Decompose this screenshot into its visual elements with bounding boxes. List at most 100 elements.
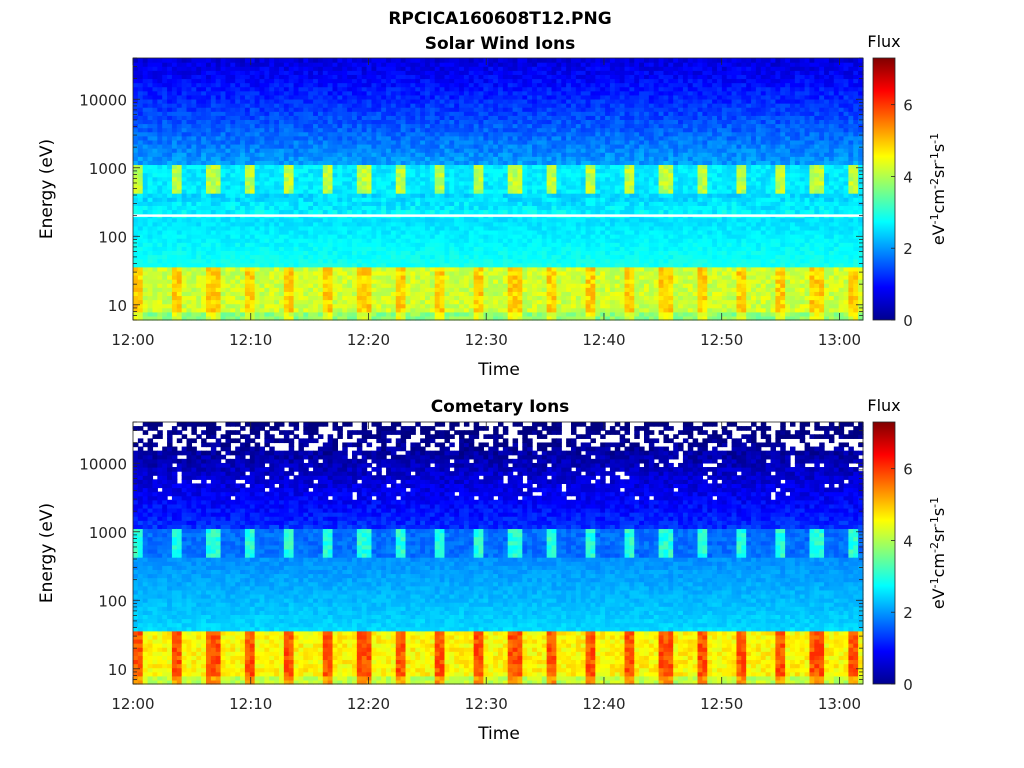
heatmap-cell (415, 115, 420, 120)
heatmap-cell (308, 99, 313, 104)
heatmap-cell (211, 263, 216, 268)
heatmap-cell (357, 177, 362, 182)
heatmap-cell (488, 238, 493, 243)
heatmap-cell (406, 177, 411, 182)
heatmap-cell (196, 226, 201, 231)
heatmap-cell (371, 70, 376, 75)
heatmap-cell (269, 99, 274, 104)
heatmap-cell (318, 250, 323, 255)
heatmap-cell (221, 230, 226, 235)
heatmap-cell (469, 193, 474, 198)
heatmap-cell (347, 304, 352, 309)
heatmap-cell (376, 164, 381, 169)
heatmap-cell (294, 218, 299, 223)
heatmap-cell (240, 250, 245, 255)
heatmap-cell (230, 95, 235, 100)
heatmap-cell (498, 300, 503, 305)
heatmap-cell (337, 242, 342, 247)
heatmap-cell (459, 267, 464, 272)
heatmap-cell (240, 185, 245, 190)
heatmap-cell (191, 144, 196, 149)
heatmap-cell (464, 115, 469, 120)
heatmap-cell (313, 124, 318, 129)
heatmap-cell (376, 197, 381, 202)
heatmap-cell (279, 177, 284, 182)
heatmap-cell (235, 148, 240, 153)
heatmap-cell (274, 205, 279, 210)
heatmap-cell (362, 259, 367, 264)
heatmap-cell (148, 304, 153, 309)
heatmap-cell (172, 164, 177, 169)
heatmap-cell (444, 148, 449, 153)
heatmap-cell (191, 259, 196, 264)
heatmap-cell (391, 275, 396, 280)
heatmap-cell (230, 177, 235, 182)
heatmap-cell (182, 103, 187, 108)
heatmap-cell (367, 119, 372, 124)
heatmap-cell (357, 148, 362, 153)
heatmap-cell (386, 226, 391, 231)
heatmap-cell (225, 189, 230, 194)
heatmap-cell (464, 103, 469, 108)
heatmap-cell (347, 230, 352, 235)
heatmap-cell (318, 283, 323, 288)
heatmap-cell (298, 259, 303, 264)
heatmap-cell (235, 197, 240, 202)
heatmap-cell (206, 308, 211, 313)
heatmap-cell (474, 308, 479, 313)
heatmap-cell (255, 148, 260, 153)
heatmap-cell (260, 95, 265, 100)
heatmap-cell (318, 99, 323, 104)
heatmap-cell (401, 263, 406, 268)
heatmap-cell (337, 246, 342, 251)
heatmap-cell (347, 87, 352, 92)
heatmap-cell (303, 115, 308, 120)
heatmap-cell (425, 115, 430, 120)
heatmap-cell (440, 267, 445, 272)
heatmap-cell (201, 119, 206, 124)
heatmap-cell (162, 238, 167, 243)
heatmap-cell (298, 255, 303, 260)
heatmap-cell (298, 291, 303, 296)
heatmap-cell (367, 132, 372, 137)
heatmap-cell (406, 287, 411, 292)
heatmap-cell (269, 111, 274, 116)
heatmap-cell (396, 263, 401, 268)
heatmap-cell (260, 66, 265, 71)
heatmap-cell (367, 283, 372, 288)
heatmap-cell (318, 58, 323, 63)
heatmap-cell (148, 201, 153, 206)
heatmap-cell (240, 218, 245, 223)
heatmap-cell (148, 230, 153, 235)
heatmap-cell (444, 91, 449, 96)
heatmap-cell (420, 226, 425, 231)
heatmap-cell (230, 91, 235, 96)
heatmap-cell (196, 193, 201, 198)
heatmap-cell (483, 156, 488, 161)
heatmap-cell (333, 238, 338, 243)
heatmap-cell (211, 160, 216, 165)
heatmap-cell (454, 242, 459, 247)
heatmap-cell (182, 91, 187, 96)
heatmap-cell (508, 78, 513, 83)
heatmap-cell (381, 132, 386, 137)
heatmap-cell (240, 58, 245, 63)
heatmap-cell (167, 173, 172, 178)
heatmap-cell (464, 250, 469, 255)
heatmap-cell (269, 119, 274, 124)
heatmap-cell (342, 246, 347, 251)
heatmap-cell (406, 279, 411, 284)
heatmap-cell (508, 291, 513, 296)
heatmap-cell (415, 181, 420, 186)
heatmap-cell (162, 312, 167, 317)
heatmap-cell (401, 124, 406, 129)
heatmap-cell (148, 111, 153, 116)
heatmap-cell (298, 144, 303, 149)
heatmap-cell (469, 99, 474, 104)
heatmap-cell (187, 181, 192, 186)
heatmap-cell (294, 111, 299, 116)
heatmap-cell (255, 189, 260, 194)
heatmap-cell (454, 275, 459, 280)
heatmap-cell (298, 250, 303, 255)
heatmap-cell (313, 128, 318, 133)
